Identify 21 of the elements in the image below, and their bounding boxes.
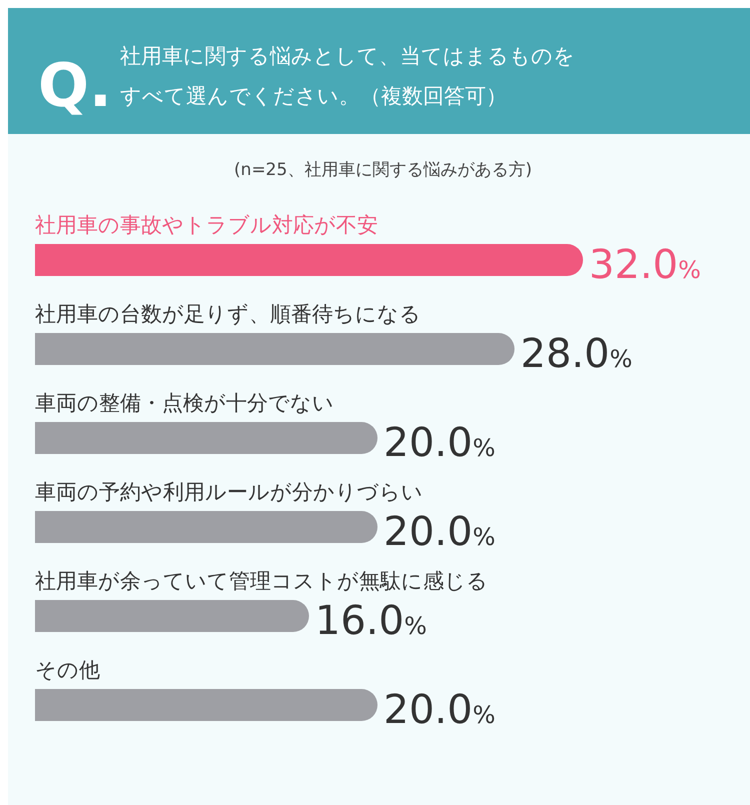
y-tick-label: 社用車の事故やトラブル対応が不安: [35, 213, 378, 237]
chart-title: 社用車に関する悩みとして、当てはまるものをすべて選んでください。（複数回答可）: [120, 44, 575, 108]
data-label: 20.0%: [384, 509, 496, 555]
data-label: 20.0%: [384, 687, 496, 733]
text: Q.: [38, 51, 112, 121]
y-tick-label: 社用車の台数が足りず、順番待ちになる: [35, 302, 421, 326]
bar: [35, 689, 378, 721]
data-label: 16.0%: [315, 598, 427, 644]
data-label: 32.0%: [589, 242, 701, 288]
bar: [35, 422, 378, 454]
data-label: 28.0%: [520, 331, 632, 377]
y-tick-label: その他: [35, 658, 100, 682]
y-tick-label: 車両の予約や利用ルールが分かりづらい: [35, 480, 423, 504]
bar: [35, 511, 378, 543]
y-tick-label: 車両の整備・点検が十分でない: [35, 391, 334, 415]
y-tick-label: 社用車が余っていて管理コストが無駄に感じる: [35, 569, 488, 593]
chart-subtitle: (n=25、社用車に関する悩みがある方): [234, 160, 532, 180]
bar: [35, 600, 309, 632]
bar: [35, 244, 583, 276]
data-label: 20.0%: [384, 420, 496, 466]
bar: [35, 333, 514, 365]
